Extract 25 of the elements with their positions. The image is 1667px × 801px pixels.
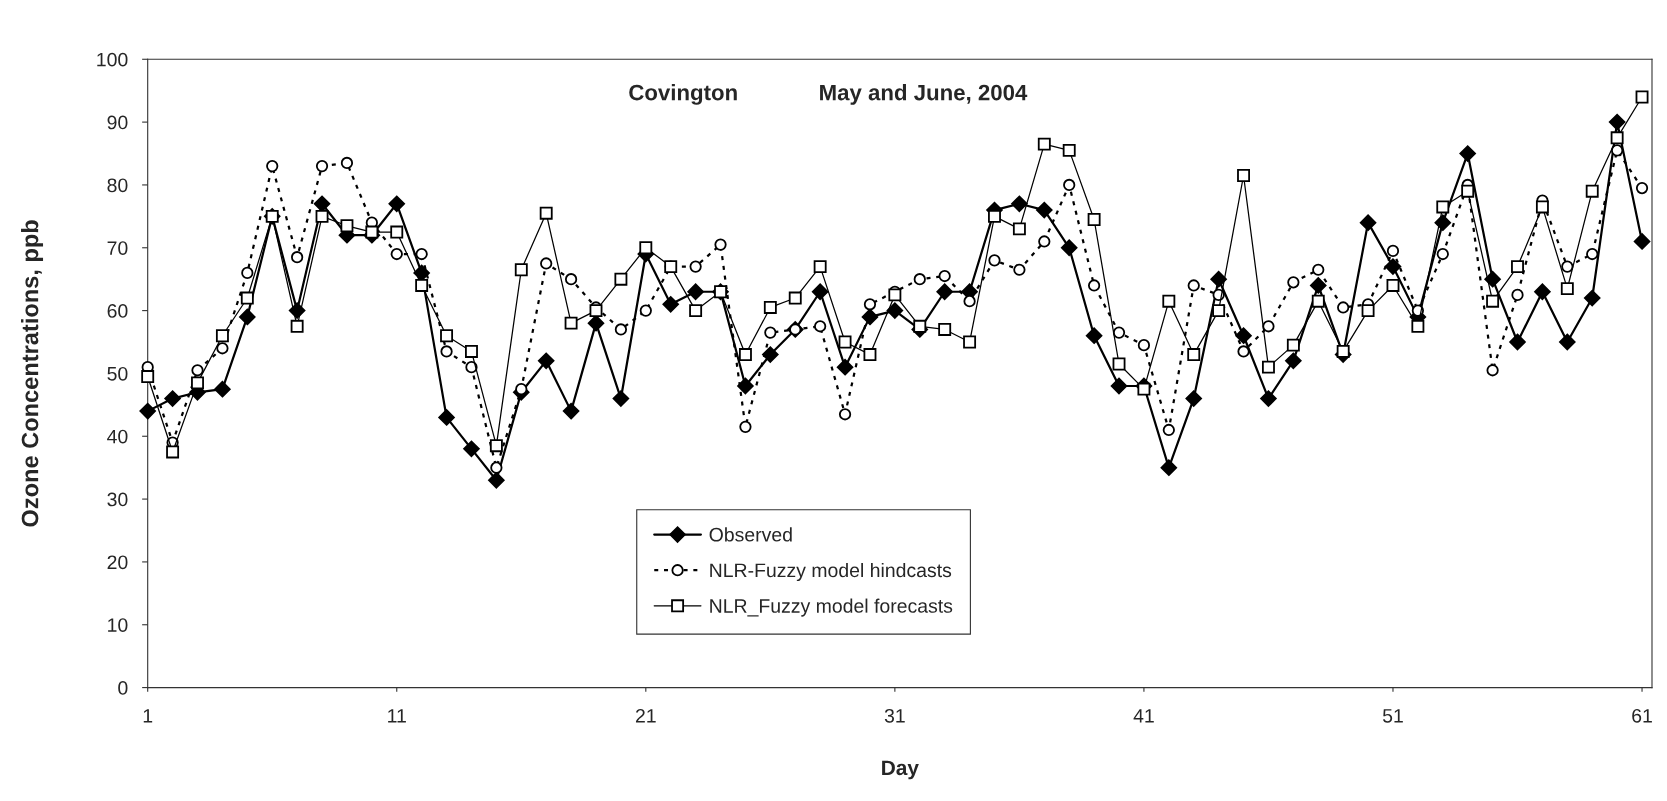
y-tick-label: 70 <box>107 241 128 255</box>
x-tick-label: 41 <box>1133 709 1154 723</box>
y-tick-label: 30 <box>107 492 128 507</box>
y-tick-label: 10 <box>108 618 128 632</box>
y-tick-label: 20 <box>107 555 128 570</box>
legend-label: NLR_Fuzzy model forecasts <box>710 598 953 617</box>
y-tick-label: 0 <box>118 681 128 695</box>
x-tick-label: 31 <box>884 708 905 723</box>
y-tick-label: 100 <box>97 52 128 67</box>
x-tick-label: 11 <box>388 709 406 723</box>
legend-label: Observed <box>709 527 792 542</box>
legend-label: NLR-Fuzzy model hindcasts <box>710 562 952 582</box>
y-tick-label: 40 <box>107 429 128 444</box>
y-axis-title: Ozone Concentrations, ppb <box>21 220 44 527</box>
y-tick-label: 80 <box>107 178 128 193</box>
text: Covington <box>629 84 737 105</box>
text: May and June, 2004 <box>820 84 1028 105</box>
x-tick-label: 51 <box>1382 709 1403 723</box>
y-tick-label: 50 <box>107 366 128 381</box>
x-tick-label: 1 <box>143 709 153 723</box>
y-tick-label: 60 <box>107 304 128 318</box>
y-tick-label: 90 <box>107 115 128 130</box>
x-tick-label: 21 <box>635 708 656 723</box>
x-tick-label: 61 <box>1632 708 1652 723</box>
x-axis-title: Day <box>882 760 919 780</box>
